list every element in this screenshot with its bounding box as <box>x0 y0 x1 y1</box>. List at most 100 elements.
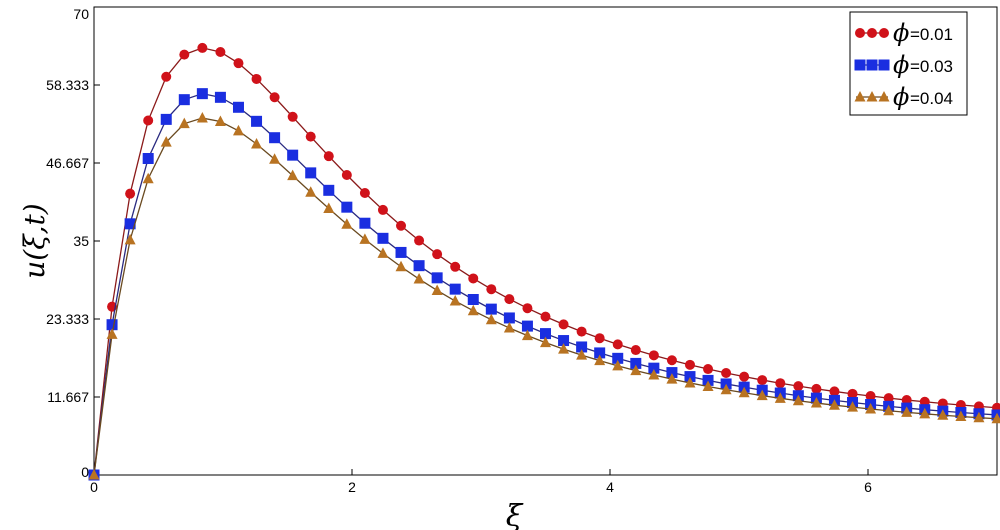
data-point <box>721 367 732 378</box>
data-point <box>341 170 352 181</box>
data-point <box>197 42 208 53</box>
data-point <box>702 380 714 391</box>
legend-symbol: ϕ <box>893 51 909 79</box>
y-tick-label: 23.333 <box>46 311 89 327</box>
data-point <box>431 272 443 284</box>
data-point <box>757 375 768 386</box>
data-point <box>937 409 949 420</box>
data-point <box>269 153 281 164</box>
data-point <box>413 260 425 272</box>
data-point <box>414 235 425 246</box>
data-point <box>594 347 606 359</box>
x-tick-label: 0 <box>90 479 98 495</box>
data-point <box>305 131 316 142</box>
data-point <box>467 304 479 316</box>
data-point <box>955 410 967 421</box>
legend-entry: ϕ =0.01 <box>855 19 953 47</box>
data-point <box>739 371 750 382</box>
data-point <box>413 273 425 284</box>
data-point <box>883 393 894 404</box>
series-triangle <box>88 112 1000 480</box>
data-point <box>124 218 136 230</box>
data-point <box>106 319 118 331</box>
data-point <box>684 376 696 388</box>
data-point <box>854 91 866 102</box>
legend-label: =0.03 <box>910 57 953 76</box>
data-point <box>215 46 226 57</box>
data-point <box>811 383 822 394</box>
data-point <box>576 341 588 353</box>
data-point <box>395 246 407 258</box>
data-point <box>576 349 588 360</box>
data-point <box>883 404 895 416</box>
data-point <box>341 218 353 229</box>
data-point <box>468 273 479 284</box>
legend-label: =0.01 <box>910 25 953 44</box>
data-point <box>377 247 389 258</box>
data-point <box>720 383 732 395</box>
data-point <box>269 92 280 103</box>
data-point <box>178 117 190 129</box>
data-point <box>504 294 515 305</box>
data-point <box>866 59 878 71</box>
data-point <box>88 469 100 480</box>
data-point <box>449 295 461 306</box>
data-point <box>612 352 624 364</box>
data-point <box>449 283 461 295</box>
data-point <box>232 101 244 113</box>
data-point <box>775 378 786 389</box>
data-point <box>287 169 299 181</box>
y-tick-label: 46.667 <box>46 155 89 171</box>
data-point <box>829 386 840 397</box>
data-point <box>521 320 533 332</box>
data-point <box>855 28 865 38</box>
data-point <box>323 202 335 214</box>
data-point <box>666 373 678 384</box>
data-point <box>503 321 515 333</box>
data-point <box>630 364 642 376</box>
data-point <box>269 132 281 144</box>
x-axis-label: ξ <box>506 499 524 530</box>
axis-ticks: 0 2 4 6 0 11.667 23.333 35 46.667 58.333 70 <box>46 6 872 495</box>
data-point <box>377 204 388 215</box>
data-point <box>612 339 623 350</box>
data-point <box>142 152 154 164</box>
data-point <box>143 115 154 126</box>
data-point <box>901 406 913 417</box>
data-point <box>214 91 226 103</box>
y-tick-label: 70 <box>73 6 89 22</box>
data-point <box>305 186 317 197</box>
data-point <box>540 311 551 322</box>
data-point <box>287 111 298 122</box>
y-tick-label: 11.667 <box>47 389 89 405</box>
y-tick-label: 58.333 <box>46 77 89 93</box>
data-point <box>341 201 353 213</box>
data-point <box>396 220 407 231</box>
data-point <box>973 411 985 423</box>
data-point <box>919 407 931 419</box>
x-tick-label: 4 <box>606 479 614 495</box>
data-point <box>540 336 551 348</box>
data-point <box>196 88 208 100</box>
data-point <box>684 359 695 370</box>
data-point <box>738 386 750 398</box>
series-circle <box>89 42 1000 480</box>
data-point <box>878 91 890 102</box>
plot-frame <box>93 6 998 476</box>
x-tick-label: 6 <box>864 479 872 495</box>
data-point <box>648 350 659 361</box>
data-point <box>702 374 714 386</box>
data-point <box>161 71 172 82</box>
data-point <box>576 326 587 337</box>
data-point <box>395 260 407 272</box>
y-axis-label: u(ξ,t) <box>18 203 51 278</box>
data-point <box>666 367 678 379</box>
data-point <box>792 394 804 406</box>
data-point <box>630 345 641 356</box>
data-point <box>323 184 335 196</box>
data-point <box>232 124 244 136</box>
data-point <box>879 28 889 38</box>
data-point <box>486 284 497 295</box>
data-point <box>485 313 497 325</box>
data-point <box>251 137 263 149</box>
